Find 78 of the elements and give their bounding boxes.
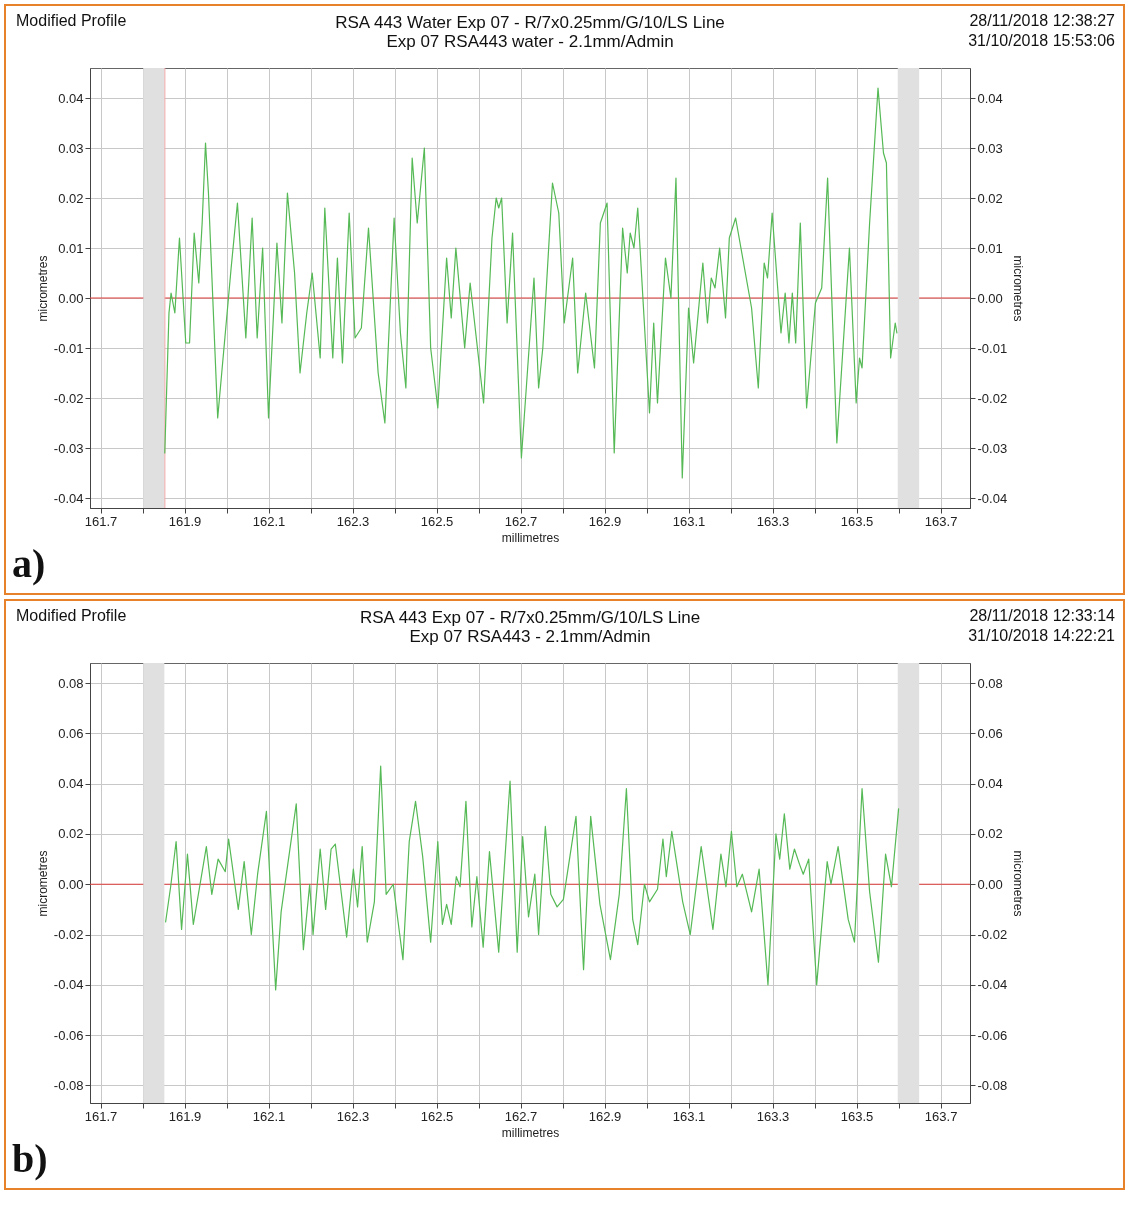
y2-tick-label: -0.04 xyxy=(977,490,1008,506)
x-tick-label: 162.9 xyxy=(588,513,622,529)
text: 31/10/2018 15:53:06 xyxy=(968,32,1115,50)
y-tick-label: -0.02 xyxy=(53,927,84,943)
y2-tick-label: 0.04 xyxy=(977,90,1003,106)
x-tick-label: 161.9 xyxy=(168,1108,202,1124)
y-tick-label: -0.02 xyxy=(53,390,84,406)
y2-tick-label: -0.08 xyxy=(977,1077,1008,1093)
y-tick-label: 0.04 xyxy=(58,776,84,792)
y-axis-title: micrometres xyxy=(35,850,50,917)
line-series xyxy=(165,765,900,991)
chart-subtitle: Exp 07 RSA443 water - 2.1mm/Admin xyxy=(386,32,674,52)
y2-tick-label: 0.00 xyxy=(977,876,1003,892)
y2-axis-title: micrometres xyxy=(1011,255,1026,322)
x-tick-label: 162.3 xyxy=(336,1108,370,1124)
y2-tick-label: 0.06 xyxy=(977,725,1003,741)
text: a) xyxy=(12,540,46,587)
y2-tick-label: 0.03 xyxy=(977,140,1003,156)
y-tick-label: -0.08 xyxy=(53,1077,84,1093)
y2-tick-label: 0.02 xyxy=(977,190,1003,206)
y-tick-label: -0.03 xyxy=(53,440,84,456)
y-tick-label: -0.04 xyxy=(53,490,84,506)
y2-tick-label: 0.02 xyxy=(977,826,1003,842)
x-tick-label: 162.1 xyxy=(252,1108,286,1124)
y2-axis-title: micrometres xyxy=(1011,850,1026,917)
line-series xyxy=(164,87,898,479)
y2-tick-label: 0.04 xyxy=(977,776,1003,792)
x-tick-label: 162.1 xyxy=(252,513,286,529)
x-tick-label: 163.1 xyxy=(672,1108,706,1124)
y2-tick-label: -0.03 xyxy=(977,440,1008,456)
x-tick-label: 162.9 xyxy=(588,1108,622,1124)
y-tick-label: -0.01 xyxy=(53,340,84,356)
x-tick-label: 163.1 xyxy=(672,513,706,529)
y-tick-label: 0.04 xyxy=(58,90,84,106)
y2-tick-label: -0.02 xyxy=(977,390,1008,406)
x-tick-label: 161.7 xyxy=(84,513,118,529)
x-tick-label: 162.7 xyxy=(504,513,538,529)
x-tick-label: 161.9 xyxy=(168,513,202,529)
text: 31/10/2018 14:22:21 xyxy=(968,627,1115,645)
x-axis-title: millimetres xyxy=(501,1125,560,1140)
x-tick-label: 163.5 xyxy=(840,513,874,529)
y2-tick-label: 0.00 xyxy=(977,290,1003,306)
x-tick-label: 162.5 xyxy=(420,513,454,529)
x-tick-label: 163.3 xyxy=(756,1108,790,1124)
x-axis-title: millimetres xyxy=(501,530,560,545)
x-tick-label: 163.7 xyxy=(924,513,958,529)
y-tick-label: 0.06 xyxy=(58,725,84,741)
x-tick-label: 163.5 xyxy=(840,1108,874,1124)
y2-tick-label: -0.04 xyxy=(977,977,1008,993)
text: Modified Profile xyxy=(16,12,127,30)
text: b) xyxy=(12,1135,48,1182)
y-tick-label: 0.00 xyxy=(58,290,84,306)
x-tick-label: 162.3 xyxy=(336,513,370,529)
y-tick-label: 0.01 xyxy=(58,240,84,256)
y2-tick-label: 0.01 xyxy=(977,240,1003,256)
y-tick-label: 0.02 xyxy=(58,826,84,842)
chart-title: RSA 443 Exp 07 - R/7x0.25mm/G/10/LS Line xyxy=(359,608,701,628)
x-tick-label: 162.7 xyxy=(504,1108,538,1124)
x-tick-label: 163.7 xyxy=(924,1108,958,1124)
y-tick-label: -0.04 xyxy=(53,977,84,993)
y-tick-label: 0.02 xyxy=(58,190,84,206)
x-tick-label: 161.7 xyxy=(84,1108,118,1124)
y2-tick-label: -0.01 xyxy=(977,340,1008,356)
chart-title: RSA 443 Water Exp 07 - R/7x0.25mm/G/10/LS Line xyxy=(335,13,725,33)
x-tick-label: 162.5 xyxy=(420,1108,454,1124)
y2-tick-label: 0.08 xyxy=(977,675,1003,691)
y-tick-label: 0.00 xyxy=(58,876,84,892)
x-tick-label: 163.3 xyxy=(756,513,790,529)
y2-tick-label: -0.06 xyxy=(977,1027,1008,1043)
y-tick-label: -0.06 xyxy=(53,1027,84,1043)
y-tick-label: 0.08 xyxy=(58,675,84,691)
y-tick-label: 0.03 xyxy=(58,140,84,156)
text: 28/11/2018 12:33:14 xyxy=(969,607,1115,625)
chart-subtitle: Exp 07 RSA443 - 2.1mm/Admin xyxy=(409,627,651,647)
y-axis-title: micrometres xyxy=(35,255,50,322)
text: 28/11/2018 12:38:27 xyxy=(969,12,1115,30)
y2-tick-label: -0.02 xyxy=(977,927,1008,943)
text: Modified Profile xyxy=(16,607,127,625)
